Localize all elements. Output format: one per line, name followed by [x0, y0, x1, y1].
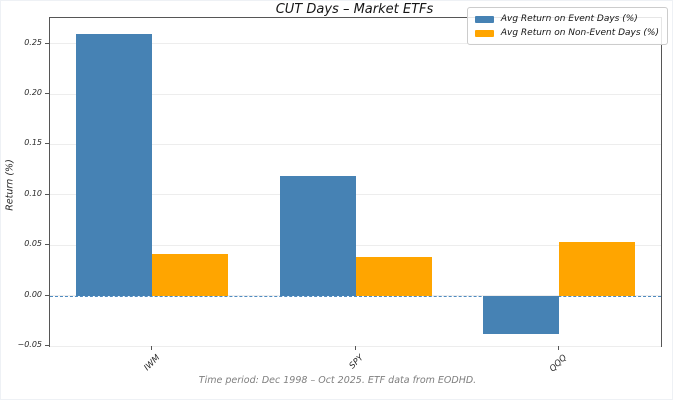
legend-item: Avg Return on Non-Event Days (%)	[474, 26, 659, 40]
x-tick-label: QQQ	[547, 353, 570, 375]
bar-spy-non-event	[355, 257, 432, 296]
y-tick-mark	[45, 345, 49, 346]
y-tick-label: −0.05	[17, 340, 42, 349]
bar-qqq-non-event	[559, 242, 636, 296]
x-tick-label: SPY	[347, 353, 366, 372]
legend-swatch-event-days	[474, 15, 494, 23]
gridline	[50, 143, 661, 145]
bar-qqq-event	[483, 295, 560, 334]
legend: Avg Return on Event Days (%) Avg Return o…	[466, 7, 668, 45]
x-tick-mark	[558, 346, 560, 350]
legend-item: Avg Return on Event Days (%)	[474, 12, 659, 26]
zero-line	[50, 295, 661, 297]
bar-iwm-event	[75, 33, 152, 296]
y-tick-label: 0.10	[24, 188, 42, 198]
x-tick-label: IWM	[141, 353, 162, 373]
y-tick-label: 0.15	[24, 138, 42, 148]
bar-iwm-non-event	[151, 254, 228, 296]
legend-swatch-non-event-days	[474, 29, 494, 37]
legend-label: Avg Return on Non-Event Days (%)	[500, 28, 659, 38]
y-tick-mark	[45, 93, 49, 95]
y-tick-mark	[45, 143, 49, 145]
gridline	[50, 244, 661, 246]
y-tick-mark	[45, 244, 49, 246]
y-tick-label: 0.05	[24, 239, 42, 249]
x-tick-mark	[354, 346, 356, 350]
chart-title: CUT Days – Market ETFs	[275, 2, 434, 17]
caption: Time period: Dec 1998 – Oct 2025. ETF da…	[198, 375, 477, 386]
y-tick-label: 0.20	[24, 88, 42, 98]
legend-label: Avg Return on Event Days (%)	[500, 14, 638, 24]
plot-area	[49, 17, 662, 347]
y-tick-mark	[45, 294, 49, 296]
y-tick-label: 0.00	[24, 289, 42, 299]
y-tick-label: 0.25	[24, 37, 42, 47]
y-axis-label: Return (%)	[4, 159, 16, 211]
gridline	[50, 93, 661, 95]
x-tick-mark	[150, 346, 152, 350]
gridline	[50, 194, 661, 196]
gridline	[50, 43, 661, 45]
y-tick-mark	[45, 42, 49, 44]
bar-spy-event	[279, 175, 356, 296]
gridline	[50, 345, 661, 347]
y-tick-mark	[45, 193, 49, 195]
